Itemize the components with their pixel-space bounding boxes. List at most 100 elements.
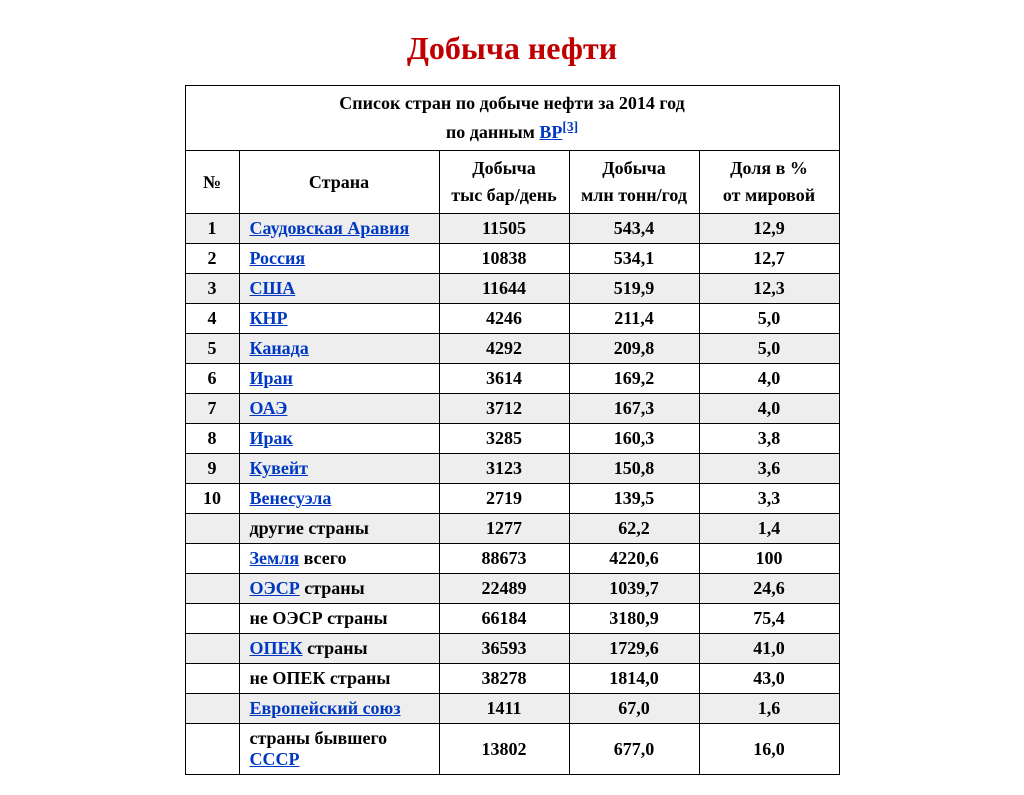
cell-num: 2 [185, 244, 239, 274]
cell-country: Саудовская Аравия [239, 214, 439, 244]
table-row: ОПЕК страны 365931729,641,0 [185, 634, 839, 664]
cell-share: 4,0 [699, 394, 839, 424]
country-link[interactable]: Земля [250, 548, 300, 568]
cell-num: 6 [185, 364, 239, 394]
country-suffix: страны [300, 578, 365, 598]
cell-share: 41,0 [699, 634, 839, 664]
caption-prefix: по данным [446, 122, 540, 142]
cell-share: 12,9 [699, 214, 839, 244]
country-link[interactable]: Канада [250, 338, 309, 358]
country-text: не ОПЕК страны [250, 668, 391, 688]
country-text: не ОЭСР страны [250, 608, 388, 628]
cell-share: 12,7 [699, 244, 839, 274]
cell-share: 5,0 [699, 334, 839, 364]
country-link[interactable]: ОПЕК [250, 638, 303, 658]
cell-bpd: 4246 [439, 304, 569, 334]
caption-ref-link[interactable]: [3] [562, 119, 578, 134]
cell-bpd: 3285 [439, 424, 569, 454]
table-caption: Список стран по добыче нефти за 2014 год… [185, 86, 839, 151]
cell-mty: 167,3 [569, 394, 699, 424]
cell-mty: 160,3 [569, 424, 699, 454]
cell-mty: 211,4 [569, 304, 699, 334]
table-row: Европейский союз141167,01,6 [185, 694, 839, 724]
table-row: 4 КНР 4246211,45,0 [185, 304, 839, 334]
cell-num: 1 [185, 214, 239, 244]
cell-mty: 169,2 [569, 364, 699, 394]
header-country: Страна [239, 151, 439, 214]
cell-share: 1,4 [699, 514, 839, 544]
cell-mty: 1814,0 [569, 664, 699, 694]
cell-bpd: 10838 [439, 244, 569, 274]
caption-source-link[interactable]: BP [539, 122, 562, 142]
cell-num: 8 [185, 424, 239, 454]
country-suffix: всего [299, 548, 346, 568]
cell-country: КНР [239, 304, 439, 334]
cell-country: Венесуэла [239, 484, 439, 514]
cell-mty: 1729,6 [569, 634, 699, 664]
country-link[interactable]: Саудовская Аравия [250, 218, 410, 238]
cell-share: 3,3 [699, 484, 839, 514]
country-suffix: страны [303, 638, 368, 658]
cell-country: Россия [239, 244, 439, 274]
table-row: 7ОАЭ3712167,34,0 [185, 394, 839, 424]
country-link[interactable]: Россия [250, 248, 306, 268]
table-caption-row: Список стран по добыче нефти за 2014 год… [185, 86, 839, 151]
table-header-row: № Страна Добычатыс бар/день Добычамлн то… [185, 151, 839, 214]
table-row: 3США11644519,912,3 [185, 274, 839, 304]
cell-share: 5,0 [699, 304, 839, 334]
cell-country: Иран [239, 364, 439, 394]
cell-country: ОЭСР страны [239, 574, 439, 604]
cell-bpd: 36593 [439, 634, 569, 664]
table-row: не ОПЕК страны382781814,043,0 [185, 664, 839, 694]
cell-share: 24,6 [699, 574, 839, 604]
cell-country: другие страны [239, 514, 439, 544]
cell-bpd: 88673 [439, 544, 569, 574]
cell-mty: 543,4 [569, 214, 699, 244]
table-row: 9Кувейт3123150,83,6 [185, 454, 839, 484]
cell-bpd: 2719 [439, 484, 569, 514]
cell-mty: 534,1 [569, 244, 699, 274]
country-link[interactable]: Ирак [250, 428, 293, 448]
cell-country: ОАЭ [239, 394, 439, 424]
cell-country: Ирак [239, 424, 439, 454]
cell-mty: 3180,9 [569, 604, 699, 634]
cell-share: 75,4 [699, 604, 839, 634]
table-row: 8Ирак3285160,33,8 [185, 424, 839, 454]
cell-num [185, 634, 239, 664]
cell-bpd: 1411 [439, 694, 569, 724]
caption-line1: Список стран по добыче нефти за 2014 год [339, 93, 685, 113]
table-row: ОЭСР страны224891039,724,6 [185, 574, 839, 604]
table-row: Земля всего886734220,6100 [185, 544, 839, 574]
cell-mty: 209,8 [569, 334, 699, 364]
country-link[interactable]: Иран [250, 368, 293, 388]
cell-mty: 1039,7 [569, 574, 699, 604]
country-link[interactable]: Кувейт [250, 458, 309, 478]
cell-num: 5 [185, 334, 239, 364]
cell-country: не ОЭСР страны [239, 604, 439, 634]
cell-bpd: 3614 [439, 364, 569, 394]
cell-num: 9 [185, 454, 239, 484]
country-link[interactable]: КНР [250, 308, 288, 328]
cell-num: 4 [185, 304, 239, 334]
table-row: 2 Россия 10838534,112,7 [185, 244, 839, 274]
header-share: Доля в %от мировой [699, 151, 839, 214]
cell-country: Земля всего [239, 544, 439, 574]
cell-country: Кувейт [239, 454, 439, 484]
country-link[interactable]: Венесуэла [250, 488, 332, 508]
cell-country: Европейский союз [239, 694, 439, 724]
cell-bpd: 3123 [439, 454, 569, 484]
country-link[interactable]: США [250, 278, 296, 298]
cell-num [185, 574, 239, 604]
cell-country: Канада [239, 334, 439, 364]
cell-country: США [239, 274, 439, 304]
country-link[interactable]: Европейский союз [250, 698, 401, 718]
country-link[interactable]: СССР [250, 749, 300, 769]
cell-mty: 519,9 [569, 274, 699, 304]
table-row: не ОЭСР страны661843180,975,4 [185, 604, 839, 634]
country-link[interactable]: ОЭСР [250, 578, 300, 598]
cell-mty: 67,0 [569, 694, 699, 724]
table-row: 6Иран3614169,24,0 [185, 364, 839, 394]
header-mty: Добычамлн тонн/год [569, 151, 699, 214]
header-num: № [185, 151, 239, 214]
country-link[interactable]: ОАЭ [250, 398, 288, 418]
